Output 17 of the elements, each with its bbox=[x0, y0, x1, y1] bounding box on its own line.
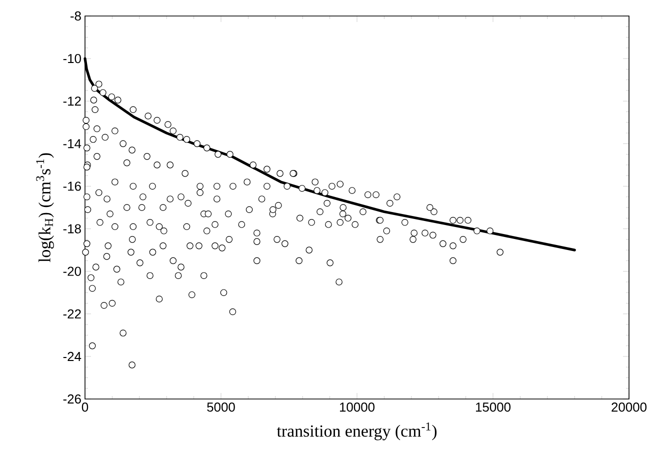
y-tick-label: -12 bbox=[63, 96, 81, 106]
y-tick-label: -14 bbox=[63, 139, 82, 148]
y-axis-title: log(k$_{H}$) (cm$^{3}$s$^{-1}$) bbox=[36, 153, 54, 262]
x-tick-label: 5000 bbox=[207, 402, 235, 412]
y-tick-label: -16 bbox=[63, 182, 81, 191]
x-tick-label: 0 bbox=[82, 402, 88, 412]
y-tick-label: -18 bbox=[63, 224, 81, 234]
y-tick-label: -22 bbox=[63, 309, 81, 318]
x-tick-label: 10000 bbox=[340, 402, 375, 412]
x-axis-title: transition energy (cm$^{-1}$) bbox=[276, 422, 437, 440]
x-tick-label: 20000 bbox=[612, 402, 647, 412]
y-tick-label: -26 bbox=[63, 394, 81, 404]
y-tick-label: -10 bbox=[63, 54, 81, 64]
x-tick-label: 15000 bbox=[476, 402, 511, 412]
y-tick-label: -8 bbox=[70, 11, 81, 21]
y-tick-label: -24 bbox=[63, 352, 82, 361]
y-tick-label: -20 bbox=[63, 266, 81, 276]
